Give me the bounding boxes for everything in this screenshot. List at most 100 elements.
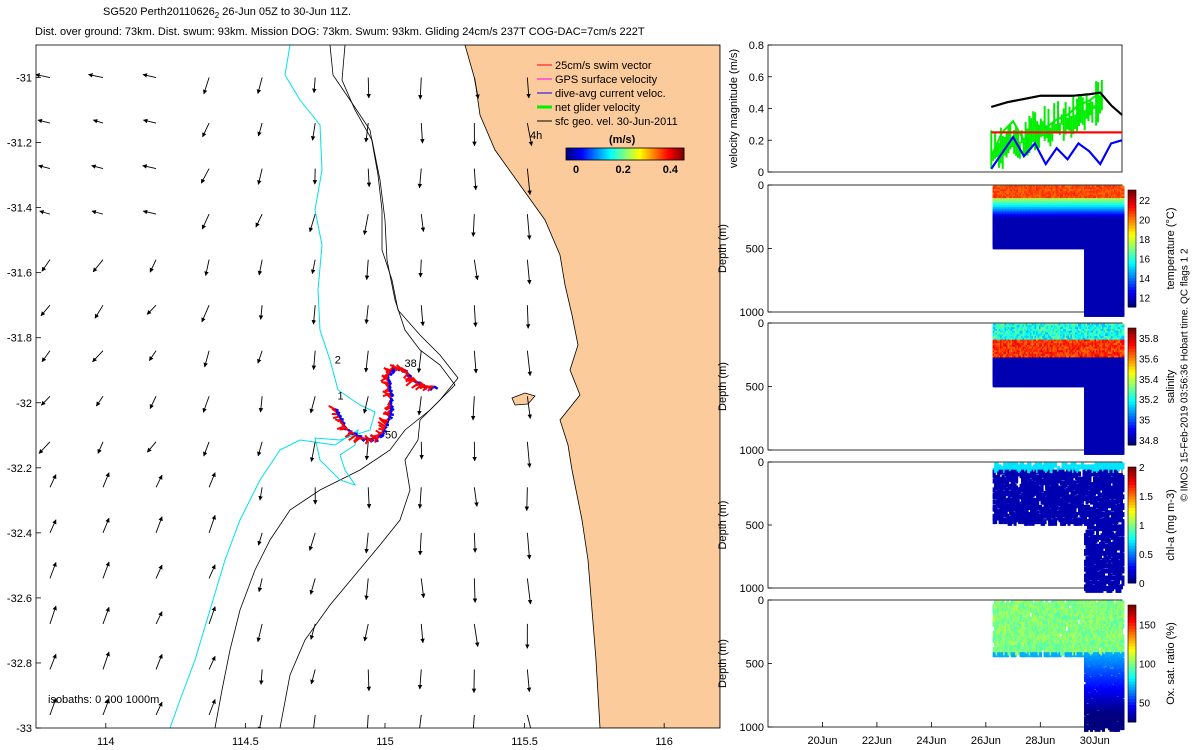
colorbar-cell xyxy=(609,148,612,160)
colorbar-cell xyxy=(583,148,587,160)
swim-vector xyxy=(364,434,369,440)
section-cells xyxy=(992,185,1125,317)
colorbar-cell xyxy=(650,148,654,160)
velocity-y-tick-label: 0.6 xyxy=(749,72,764,84)
swim-vector xyxy=(425,385,432,389)
sfc-velocity-arrow xyxy=(257,350,263,364)
sfc-velocity-arrow xyxy=(102,698,110,716)
dac-vector xyxy=(389,397,394,403)
sfc-velocity-arrow xyxy=(526,122,534,147)
colorbar-cell xyxy=(605,148,608,160)
colorbar-cell xyxy=(632,148,636,160)
sfc-velocity-field xyxy=(36,73,534,728)
sfc-velocity-arrow xyxy=(312,77,317,94)
colorbar-cell xyxy=(660,148,663,160)
map-y-tick-label: -31.6 xyxy=(7,268,32,280)
dac-vector xyxy=(389,409,393,413)
sfc-velocity-arrow xyxy=(417,669,423,690)
section-colorbar-cell xyxy=(1128,295,1136,299)
section-colorbar-cell xyxy=(1128,228,1136,232)
sfc-velocity-arrow xyxy=(419,714,422,728)
sfc-velocity-arrow xyxy=(208,514,216,534)
colorbar-cell xyxy=(571,148,575,160)
swim-vector xyxy=(383,381,389,384)
sfc-velocity-arrow xyxy=(102,472,110,488)
swim-vector xyxy=(405,369,410,376)
sfc-velocity-arrow xyxy=(524,487,530,512)
colorbar-cell xyxy=(575,148,579,160)
swim-vector xyxy=(348,434,357,442)
sfc-velocity-arrow xyxy=(362,396,369,414)
chart-title-line2: Dist. over ground: 73km. Dist. swum: 93k… xyxy=(35,26,645,38)
sfc-velocity-arrow xyxy=(149,259,157,273)
sfc-velocity-arrow xyxy=(201,305,210,323)
sfc-velocity-arrow xyxy=(258,305,264,320)
sfc-velocity-arrow xyxy=(526,396,532,419)
sfc-velocity-arrow xyxy=(91,164,104,170)
sfc-velocity-arrow xyxy=(49,697,57,716)
sfc-velocity-arrow xyxy=(257,259,263,276)
velocity-ylabel: velocity magnitude (m/s) xyxy=(728,49,740,168)
swim-vector xyxy=(411,376,418,384)
colorbar-cell xyxy=(611,148,614,160)
sfc-velocity-arrow xyxy=(208,472,216,488)
section-colorbar-cell xyxy=(1128,263,1136,267)
legend-gps: GPS surface velocity xyxy=(537,74,658,86)
section-colorbar-cell xyxy=(1128,236,1136,241)
dac-vector xyxy=(340,420,346,425)
sfc-velocity-arrow xyxy=(310,122,316,141)
section-colorbar-cell xyxy=(1128,266,1136,270)
section-y-tick-label: 0 xyxy=(758,180,764,192)
colorbar-cell xyxy=(603,148,606,160)
dac-vector xyxy=(388,415,394,420)
section-colorbar-cell xyxy=(1128,254,1136,258)
sfc-velocity-arrow xyxy=(473,623,480,647)
colorbar-cell xyxy=(577,148,581,160)
sfc-velocity-arrow xyxy=(472,578,478,603)
sfc-velocity-arrow xyxy=(473,305,478,328)
section-colorbar-cell xyxy=(1128,225,1136,229)
section-colorbar-tick-label: 16 xyxy=(1139,254,1151,265)
swim-vector xyxy=(382,392,391,398)
sfc-velocity-arrow xyxy=(142,118,157,124)
sfc-velocity-arrow xyxy=(41,350,51,363)
map-y-tick-label: -31 xyxy=(16,73,32,85)
sfc-velocity-arrow xyxy=(420,578,426,599)
sfc-velocity-arrow xyxy=(473,487,479,507)
map-x-tick-label: 114 xyxy=(97,736,115,748)
section-colorbar-tick-label: 12 xyxy=(1139,293,1151,304)
sfc-velocity-arrow xyxy=(308,532,316,551)
dac-vector xyxy=(378,434,383,439)
sfc-velocity-arrow xyxy=(364,259,370,281)
section-colorbar-cell xyxy=(1128,301,1136,305)
sfc-velocity-arrow xyxy=(526,532,532,560)
legend-net-label: net glider velocity xyxy=(555,102,640,114)
sfc-velocity-arrow xyxy=(208,606,216,625)
swim-vector xyxy=(402,373,409,379)
legend-swim-label: 25cm/s swim vector xyxy=(555,60,652,72)
sfc-velocity-arrow xyxy=(203,441,210,457)
sfc-velocity-arrow xyxy=(311,305,317,325)
swim-vector xyxy=(379,430,384,435)
sfc-velocity-arrow xyxy=(526,441,532,468)
swim-vector xyxy=(378,424,386,430)
colorbar-cell xyxy=(613,148,616,160)
sfc-velocity-arrow xyxy=(142,73,157,78)
legend-gps-label: GPS surface velocity xyxy=(555,74,658,86)
land-mass xyxy=(464,45,720,728)
sfc-velocity-arrow xyxy=(200,168,210,184)
dac-vector xyxy=(389,404,395,409)
sfc-velocity-arrow xyxy=(366,77,371,99)
velocity-y-tick-label: 0.2 xyxy=(749,135,764,147)
dac-vector xyxy=(384,426,388,429)
dac-vector xyxy=(388,384,392,389)
dac-vector xyxy=(334,408,339,412)
sfc-velocity-arrow xyxy=(310,669,316,685)
map-y-axis: -31-31.2-31.4-31.6-31.8-32-32.2-32.4-32.… xyxy=(7,73,41,735)
isobath-1000m xyxy=(169,45,376,728)
sfc-velocity-arrow xyxy=(308,213,316,233)
sfc-velocity-arrow xyxy=(38,164,51,170)
velocity-series-line xyxy=(990,135,1123,170)
